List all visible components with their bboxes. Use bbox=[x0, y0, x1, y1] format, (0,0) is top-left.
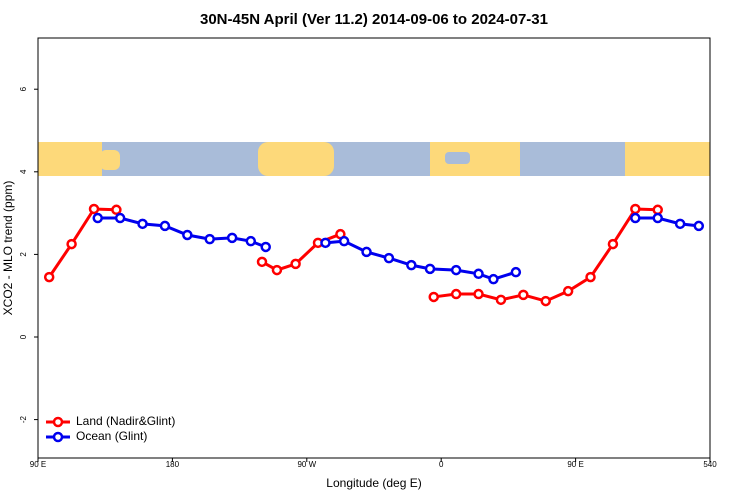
legend-marker bbox=[52, 431, 64, 443]
point bbox=[450, 264, 462, 276]
point bbox=[204, 233, 215, 245]
point bbox=[630, 212, 641, 224]
x-tick-label: 180 bbox=[166, 460, 180, 469]
point bbox=[361, 246, 372, 258]
point bbox=[92, 212, 103, 224]
x-axis-label: Longitude (deg E) bbox=[326, 476, 421, 490]
point bbox=[338, 235, 350, 247]
x-tick-label: 90 E bbox=[567, 460, 583, 469]
point bbox=[88, 203, 100, 215]
point bbox=[114, 212, 126, 224]
legend-label: Land (Nadir&Glint) bbox=[76, 414, 175, 428]
y-axis-label: XCO2 - MLO trend (ppm) bbox=[1, 181, 15, 316]
point bbox=[137, 218, 148, 230]
point bbox=[424, 263, 436, 275]
point bbox=[428, 291, 439, 303]
point bbox=[495, 294, 507, 306]
y-tick-label: -2 bbox=[19, 415, 28, 423]
point bbox=[450, 288, 462, 300]
point bbox=[43, 271, 55, 283]
map-strip bbox=[38, 142, 710, 176]
point bbox=[66, 238, 77, 250]
point bbox=[320, 237, 331, 249]
point bbox=[607, 238, 619, 250]
y-tick-label: 2 bbox=[19, 252, 28, 257]
point bbox=[630, 203, 641, 215]
y-tick-label: 4 bbox=[19, 169, 28, 174]
point bbox=[518, 289, 529, 301]
point bbox=[562, 285, 574, 297]
x-tick-label: 540 bbox=[703, 460, 717, 469]
point bbox=[182, 229, 193, 241]
legend-marker bbox=[52, 416, 64, 428]
point bbox=[260, 241, 271, 253]
point bbox=[674, 218, 686, 230]
point bbox=[540, 295, 551, 307]
point bbox=[406, 259, 417, 271]
point bbox=[111, 204, 122, 216]
point bbox=[226, 232, 238, 244]
point bbox=[245, 235, 257, 247]
point bbox=[290, 258, 301, 270]
y-tick-label: 0 bbox=[19, 334, 28, 339]
plot-frame bbox=[37, 37, 711, 459]
chart-title: 30N-45N April (Ver 11.2) 2014-09-06 to 2… bbox=[200, 11, 548, 28]
point bbox=[510, 266, 522, 278]
x-tick-label: 90 E bbox=[30, 460, 46, 469]
x-tick-label: 90 W bbox=[297, 460, 316, 469]
point bbox=[693, 220, 705, 232]
legend-label: Ocean (Glint) bbox=[76, 429, 147, 443]
point bbox=[383, 252, 395, 264]
point bbox=[488, 273, 499, 285]
point bbox=[473, 268, 484, 280]
x-tick-label: 0 bbox=[439, 460, 444, 469]
point bbox=[585, 271, 596, 283]
point bbox=[652, 204, 663, 216]
y-tick-label: 6 bbox=[19, 86, 28, 91]
point bbox=[473, 288, 484, 300]
point bbox=[271, 264, 283, 276]
point bbox=[256, 256, 268, 268]
point bbox=[159, 220, 171, 232]
point bbox=[652, 212, 663, 224]
